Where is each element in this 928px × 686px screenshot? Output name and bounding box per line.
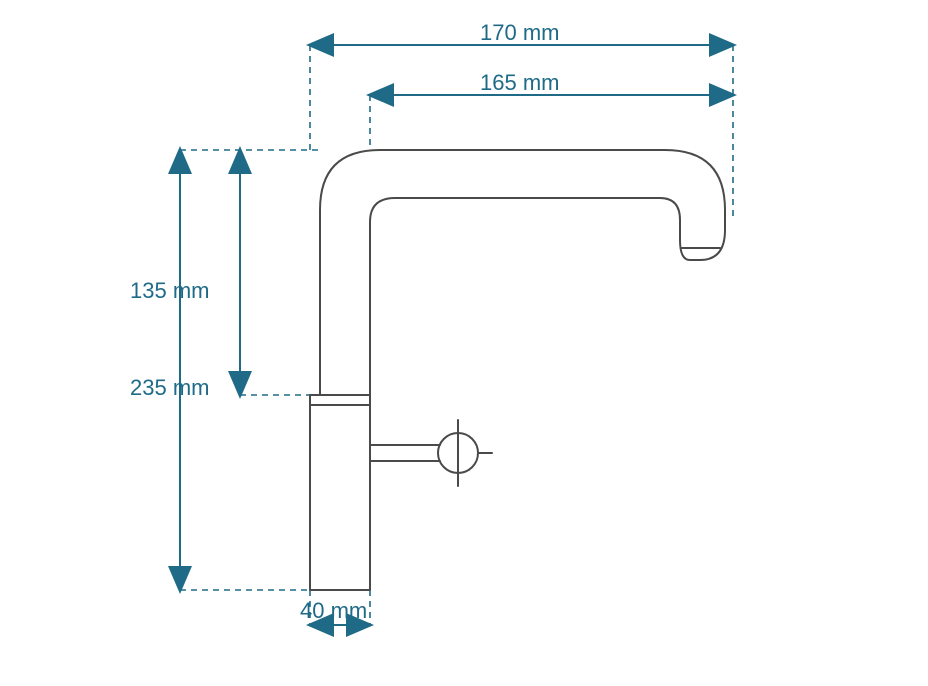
faucet-outline (310, 150, 725, 590)
technical-drawing: 170 mm 165 mm 135 mm 235 mm 40 mm (0, 0, 928, 686)
dimension-lines (180, 45, 733, 625)
drawing-svg (0, 0, 928, 686)
label-spout-reach: 165 mm (480, 70, 559, 96)
label-total-width: 170 mm (480, 20, 559, 46)
label-total-height: 235 mm (130, 375, 209, 401)
faucet-handle (370, 420, 492, 486)
extension-lines (180, 45, 733, 625)
label-spout-height: 135 mm (130, 278, 209, 304)
label-base-width: 40 mm (300, 598, 367, 624)
